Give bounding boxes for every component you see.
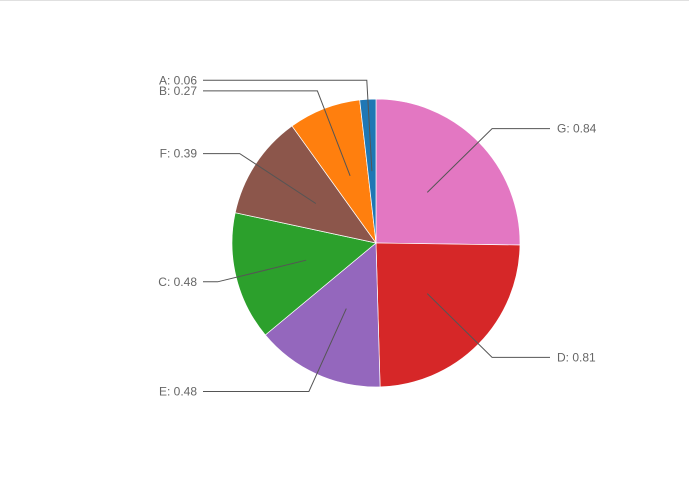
leader-line-F (203, 153, 317, 204)
slice-label-D: D: 0.81 (557, 350, 596, 364)
leader-line-G (426, 128, 550, 193)
slice-label-E: E: 0.48 (159, 385, 197, 399)
leader-line-C (203, 259, 307, 283)
slice-label-B: B: 0.27 (159, 84, 197, 98)
leader-line-D (426, 293, 550, 358)
leader-line-A (203, 79, 373, 172)
leader-line-E (203, 308, 347, 392)
top-border-line (0, 0, 689, 1)
slice-label-G: G: 0.84 (557, 122, 597, 136)
slice-label-C: C: 0.48 (158, 275, 197, 289)
pie-slice-D[interactable] (375, 242, 521, 388)
slice-label-A: A: 0.06 (159, 73, 197, 87)
leader-line-B (203, 90, 351, 176)
slice-label-F: F: 0.39 (160, 147, 198, 161)
